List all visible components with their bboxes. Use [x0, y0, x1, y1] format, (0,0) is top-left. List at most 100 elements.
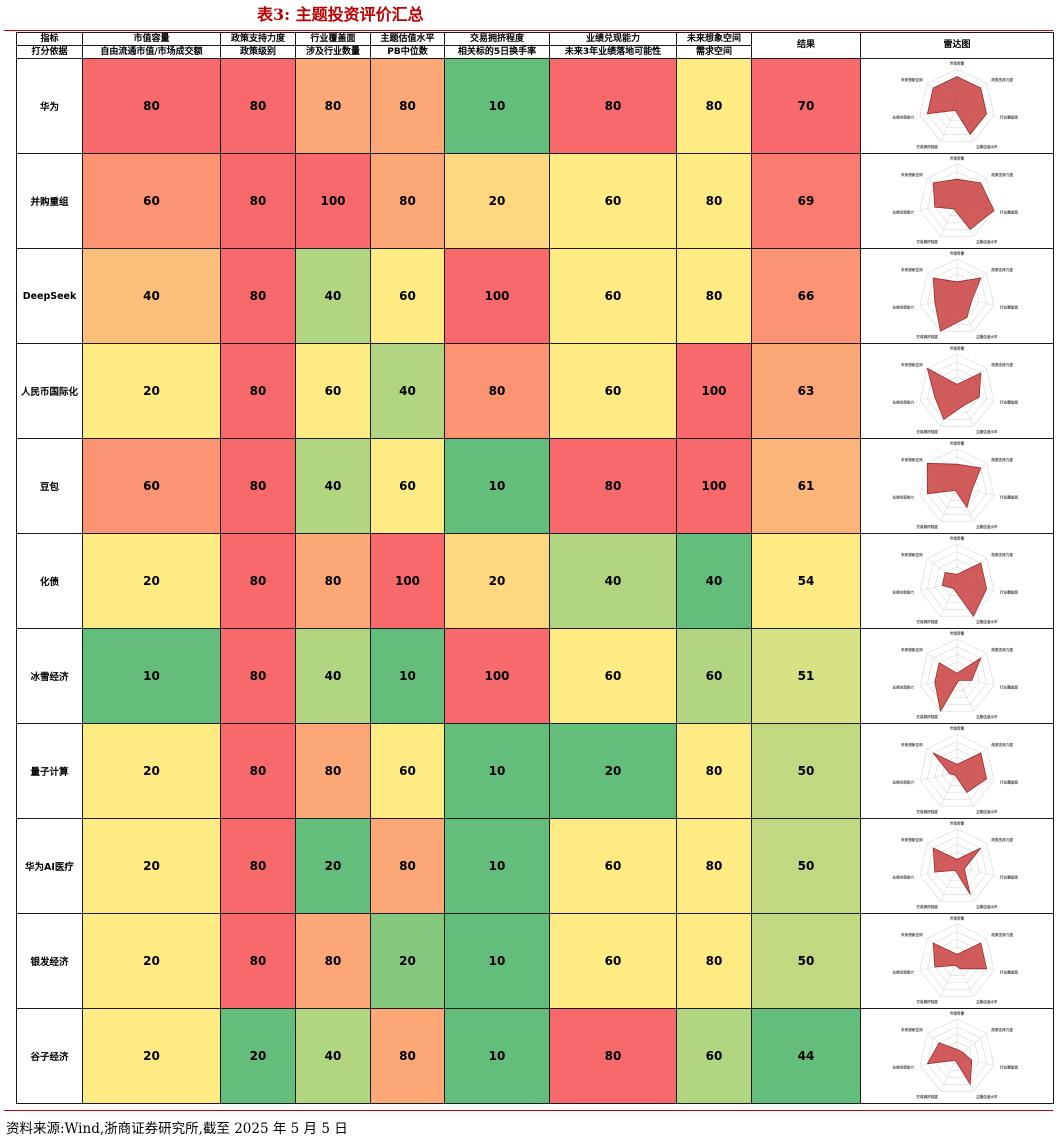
- table-row: 银发经济 20 80 80 20 10 60 80 50 市值容量 政策支持力度 行业覆盖面 主题估值水…: [16, 913, 1054, 1009]
- radar-chart-cell: 市值容量 政策支持力度 行业覆盖面 主题估值水平 交易拥挤程度 业绩兑现能力 未来想象空间: [860, 343, 1054, 439]
- score-cell: 80: [220, 818, 296, 914]
- radar-data-polygon: [926, 76, 988, 136]
- header-cell: 打分依据: [16, 45, 83, 59]
- radar-spoke: [940, 106, 958, 142]
- score-cell: 80: [676, 818, 752, 914]
- radar-spoke: [940, 1056, 958, 1092]
- radar-axis-label: 业绩兑现能力: [893, 1064, 915, 1069]
- score-cell: 60: [549, 628, 677, 724]
- radar-data-polygon: [932, 178, 995, 230]
- theme-name-cell: DeepSeek: [16, 248, 83, 344]
- score-cell: 40: [295, 248, 371, 344]
- radar-chart-cell: 市值容量 政策支持力度 行业覆盖面 主题估值水平 交易拥挤程度 业绩兑现能力 未来想象空间: [860, 818, 1054, 914]
- theme-name-cell: 人民币国际化: [16, 343, 83, 439]
- radar-axis-label: 市值容量: [950, 61, 965, 66]
- radar-axis-label: 未来想象空间: [900, 457, 923, 462]
- radar-axis-label: 未来想象空间: [900, 172, 923, 177]
- radar-axis-label: 交易拥挤程度: [916, 809, 938, 814]
- score-cell: 10: [444, 913, 550, 1009]
- radar-spoke: [956, 676, 974, 712]
- radar-axis-label: 未来想象空间: [900, 742, 923, 747]
- radar-axis-label: 业绩兑现能力: [893, 209, 915, 214]
- header-cell: 政策级别: [220, 45, 296, 59]
- radar-axis-label: 政策支持力度: [991, 362, 1013, 367]
- top-rule: [4, 30, 1053, 31]
- radar-grid-ring: [927, 646, 987, 705]
- radar-axis-label: 行业覆盖面: [999, 304, 1018, 309]
- result-cell: 44: [751, 1008, 861, 1104]
- radar-axis-label: 行业覆盖面: [999, 399, 1018, 404]
- score-cell: 80: [676, 153, 752, 249]
- theme-name-cell: 化债: [16, 533, 83, 629]
- score-cell: 20: [82, 818, 221, 914]
- radar-chart-cell: 市值容量 政策支持力度 行业覆盖面 主题估值水平 交易拥挤程度 业绩兑现能力 未来想象空间: [860, 248, 1054, 344]
- theme-name-cell: 量子计算: [16, 723, 83, 819]
- radar-axis-label: 行业覆盖面: [999, 874, 1018, 879]
- score-cell: 80: [220, 913, 296, 1009]
- score-cell: 80: [370, 1008, 445, 1104]
- radar-axis-label: 市值容量: [950, 1011, 965, 1016]
- radar-axis-label: 未来想象空间: [900, 837, 923, 842]
- table-row: 化债 20 80 80 100 20 40 40 54 市值容量 政策支持力度 行业覆盖面 主题估值水平…: [16, 533, 1054, 629]
- radar-axis-label: 政策支持力度: [991, 172, 1013, 177]
- header-cell: 指标: [16, 32, 83, 46]
- score-cell: 60: [676, 1008, 752, 1104]
- table-row: 豆包 60 80 40 60 10 80 100 61 市值容量 政策支持力度 行业覆盖面 主题估值水平…: [16, 438, 1054, 534]
- score-cell: 100: [676, 343, 752, 439]
- radar-data-polygon: [932, 277, 982, 332]
- radar-grid-ring: [927, 266, 987, 325]
- radar-axis-label: 市值容量: [950, 156, 965, 161]
- header-cell-result: 结果: [751, 32, 861, 59]
- radar-grid-ring: [919, 638, 995, 712]
- table-title: 表3: 主题投资评价汇总: [257, 5, 424, 24]
- radar-axis-label: 行业覆盖面: [999, 684, 1018, 689]
- radar-axis-label: 主题估值水平: [976, 714, 998, 719]
- radar-chart-cell: 市值容量 政策支持力度 行业覆盖面 主题估值水平 交易拥挤程度 业绩兑现能力 未来想象空间: [860, 913, 1054, 1009]
- radar-grid-ring: [919, 448, 995, 522]
- radar-chart-cell: 市值容量 政策支持力度 行业覆盖面 主题估值水平 交易拥挤程度 业绩兑现能力 未来想象空间: [860, 1008, 1054, 1104]
- header-cell-radar: 雷达图: [860, 32, 1054, 59]
- score-cell: 80: [220, 343, 296, 439]
- radar-axis-label: 未来想象空间: [900, 267, 923, 272]
- score-cell: 80: [220, 248, 296, 344]
- score-cell: 60: [370, 438, 445, 534]
- score-cell: 80: [549, 58, 677, 154]
- score-cell: 40: [549, 533, 677, 629]
- radar-axis-label: 未来想象空间: [900, 77, 923, 82]
- header-cell: 涉及行业数量: [295, 45, 371, 59]
- score-cell: 80: [220, 533, 296, 629]
- header-cell: 业绩兑现能力: [549, 32, 677, 46]
- radar-axis-label: 交易拥挤程度: [916, 144, 938, 149]
- radar-grid-ring: [919, 828, 995, 902]
- score-cell: 60: [549, 913, 677, 1009]
- radar-axis-label: 业绩兑现能力: [893, 114, 915, 119]
- radar-axis-label: 市值容量: [950, 251, 965, 256]
- radar-grid-ring: [927, 836, 987, 895]
- table-row: 华为 80 80 80 80 10 80 80 70 市值容量 政策支持力度 行业覆盖面 主题估值水平交…: [16, 58, 1054, 154]
- score-cell: 100: [370, 533, 445, 629]
- radar-axis-label: 主题估值水平: [976, 334, 998, 339]
- header-cell: 需求空间: [676, 45, 752, 59]
- radar-grid-ring: [919, 1018, 995, 1092]
- radar-axis-label: 交易拥挤程度: [916, 429, 938, 434]
- score-cell: 60: [295, 343, 371, 439]
- theme-evaluation-table: 指标 市值容量 政策支持力度 行业覆盖面 主题估值水平 交易拥挤程度 业绩兑现能…: [16, 32, 1054, 1104]
- radar-spoke: [940, 961, 958, 997]
- radar-chart-cell: 市值容量 政策支持力度 行业覆盖面 主题估值水平 交易拥挤程度 业绩兑现能力 未来想象空间: [860, 153, 1054, 249]
- radar-axis-label: 市值容量: [950, 346, 965, 351]
- header-cell: 未来想象空间: [676, 32, 752, 46]
- radar-axis-label: 主题估值水平: [976, 809, 998, 814]
- radar-axis-label: 市值容量: [950, 821, 965, 826]
- score-cell: 60: [549, 343, 677, 439]
- radar-axis-label: 行业覆盖面: [999, 114, 1018, 119]
- score-cell: 40: [295, 438, 371, 534]
- theme-name-cell: 谷子经济: [16, 1008, 83, 1104]
- score-cell: 80: [444, 343, 550, 439]
- header-cell: 未来3年业绩落地可能性: [549, 45, 677, 59]
- header-cell: PB中位数: [370, 45, 445, 59]
